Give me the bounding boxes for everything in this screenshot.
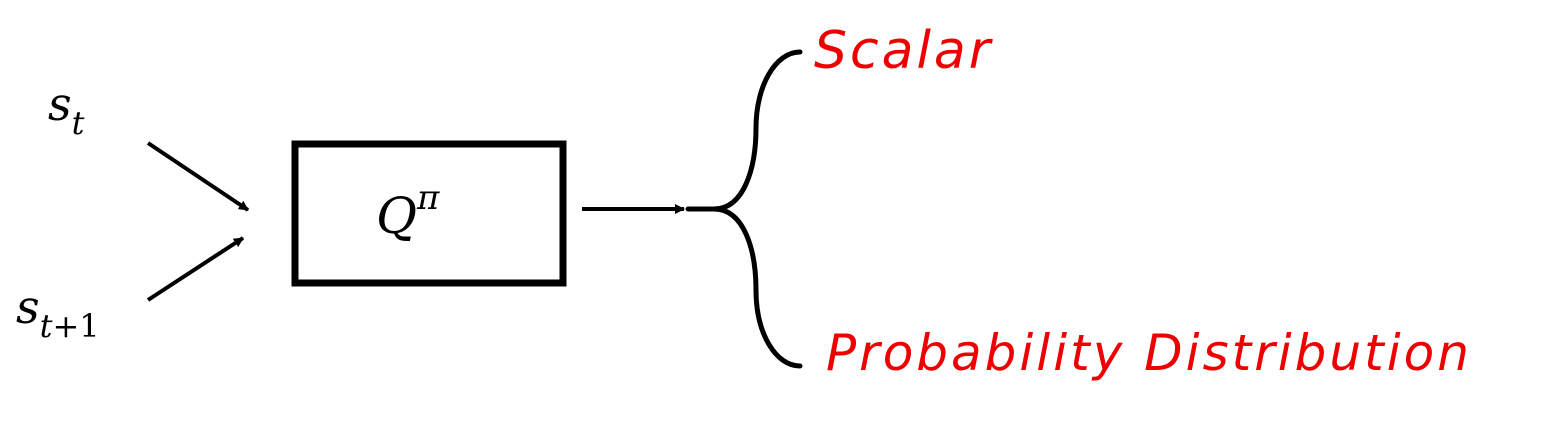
q-function-label: Qπ (376, 178, 440, 245)
state-symbol: s (48, 77, 72, 131)
q-symbol: Q (376, 187, 417, 245)
q-function-box (291, 140, 567, 287)
output-distribution-label: Probability Distribution (826, 324, 1472, 382)
state-next-subscript-rest: +1 (52, 307, 99, 345)
q-superscript: π (416, 178, 440, 218)
state-subscript: t (72, 104, 85, 142)
output-brace (685, 49, 803, 369)
state-next-symbol: s (16, 280, 40, 334)
input-state-next-label: st+1 (16, 280, 100, 345)
state-next-subscript-var: t (40, 307, 53, 345)
arrow-state-next-to-box (146, 236, 245, 302)
output-scalar-label: Scalar (814, 21, 994, 81)
arrow-state-current-to-box (146, 141, 250, 212)
input-state-current-label: st (48, 77, 85, 142)
